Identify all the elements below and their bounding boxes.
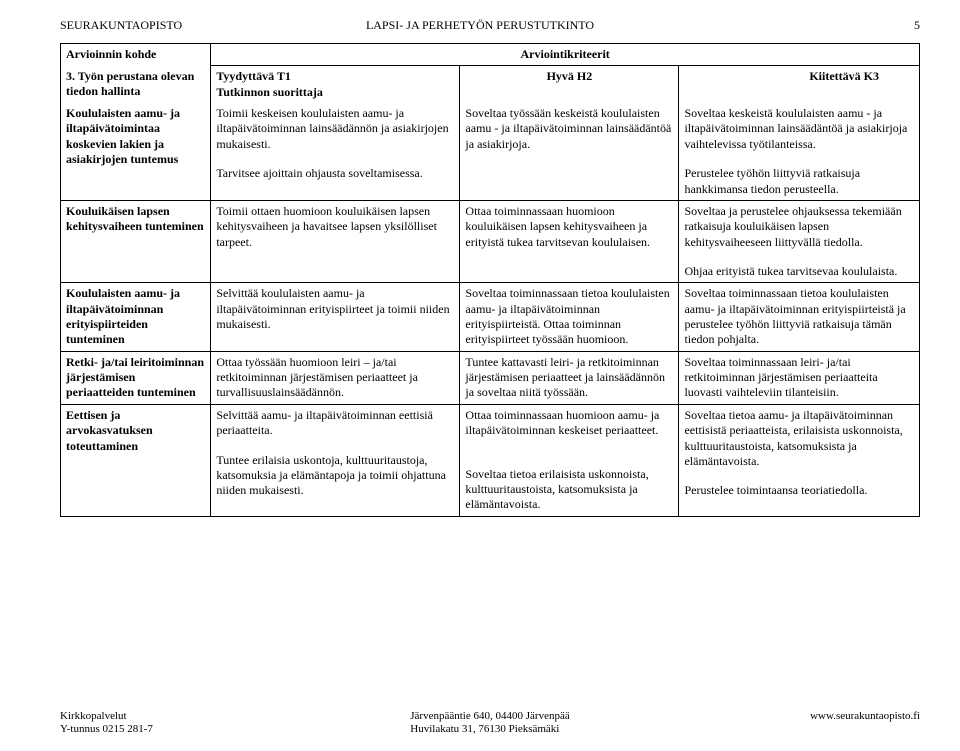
cell-text: Toimii keskeisen koululaisten aamu- ja i… xyxy=(216,106,448,151)
cell-text: Ohjaa erityistä tukea tarvitsevaa koulul… xyxy=(684,264,897,278)
cell-k3: Soveltaa keskeistä koululaisten aamu - j… xyxy=(679,103,920,200)
row-label: Koululaisten aamu- ja iltapäivätoimintaa… xyxy=(61,103,211,200)
cell-h2: Ottaa toiminnassaan huomioon aamu- ja il… xyxy=(460,404,679,516)
level-t1: Tyydyttävä T1 Tutkinnon suorittaja xyxy=(211,66,460,103)
cell-text: Soveltaa tietoa aamu- ja iltapäivätoimin… xyxy=(684,408,902,468)
header-center: LAPSI- JA PERHETYÖN PERUSTUTKINTO xyxy=(366,18,594,33)
footer-line: Huvilakatu 31, 76130 Pieksämäki xyxy=(410,723,559,735)
row-label: Kouluikäisen lapsen kehitysvaiheen tunte… xyxy=(61,200,211,282)
cell-h2: Soveltaa työssään keskeistä koululaisten… xyxy=(460,103,679,200)
header-left: SEURAKUNTAOPISTO xyxy=(60,18,182,33)
footer-left: Kirkkopalvelut Y-tunnus 0215 281-7 xyxy=(60,710,153,738)
footer-line: Järvenpääntie 640, 04400 Järvenpää xyxy=(410,710,569,722)
section-title: 3. Työn perustana olevan tiedon hallinta xyxy=(61,66,211,103)
cell-t1: Toimii keskeisen koululaisten aamu- ja i… xyxy=(211,103,460,200)
table-row: Kouluikäisen lapsen kehitysvaiheen tunte… xyxy=(61,200,920,282)
table-head-row: Arvioinnin kohde Arviointikriteerit xyxy=(61,44,920,66)
cell-k3: Soveltaa toiminnassaan tietoa koululaist… xyxy=(679,283,920,351)
cell-text: Selvittää aamu- ja iltapäivätoiminnan ee… xyxy=(216,408,433,437)
row-label: Koululaisten aamu- ja iltapäivätoiminnan… xyxy=(61,283,211,351)
level-h2: Hyvä H2 xyxy=(460,66,679,103)
row-label: Retki- ja/tai leiritoiminnan järjestämis… xyxy=(61,351,211,404)
level-t1-sub: Tutkinnon suorittaja xyxy=(216,85,323,99)
criteria-table: Arvioinnin kohde Arviointikriteerit 3. T… xyxy=(60,43,920,517)
table-row: Koululaisten aamu- ja iltapäivätoimintaa… xyxy=(61,103,920,200)
table-row: Eettisen ja arvokasvatuksen toteuttamine… xyxy=(61,404,920,516)
footer-right: www.seurakuntaopisto.fi xyxy=(810,710,920,738)
cell-t1: Selvittää koululaisten aamu- ja iltapäiv… xyxy=(211,283,460,351)
cell-text: Tarvitsee ajoittain ohjausta soveltamise… xyxy=(216,166,422,180)
table-levels-row: 3. Työn perustana olevan tiedon hallinta… xyxy=(61,66,920,103)
cell-text: Tuntee erilaisia uskontoja, kulttuuritau… xyxy=(216,453,446,498)
col-header-kriteerit: Arviointikriteerit xyxy=(211,44,920,66)
page-footer: Kirkkopalvelut Y-tunnus 0215 281-7 Järve… xyxy=(60,710,920,738)
cell-k3: Soveltaa toiminnassaan leiri- ja/tai ret… xyxy=(679,351,920,404)
footer-center: Järvenpääntie 640, 04400 Järvenpää Huvil… xyxy=(410,710,569,738)
page: SEURAKUNTAOPISTO LAPSI- JA PERHETYÖN PER… xyxy=(0,0,960,751)
level-k3: Kiitettävä K3 xyxy=(679,66,920,103)
table-row: Koululaisten aamu- ja iltapäivätoiminnan… xyxy=(61,283,920,351)
cell-text: Perustelee toimintaansa teoriatiedolla. xyxy=(684,483,867,497)
cell-t1: Selvittää aamu- ja iltapäivätoiminnan ee… xyxy=(211,404,460,516)
row-label: Eettisen ja arvokasvatuksen toteuttamine… xyxy=(61,404,211,516)
footer-line: Y-tunnus 0215 281-7 xyxy=(60,723,153,735)
cell-text: Soveltaa tietoa erilaisista uskonnoista,… xyxy=(465,467,648,512)
page-header: SEURAKUNTAOPISTO LAPSI- JA PERHETYÖN PER… xyxy=(60,18,920,33)
cell-text: Soveltaa ja perustelee ohjauksessa tekem… xyxy=(684,204,901,249)
page-number: 5 xyxy=(914,18,920,33)
cell-k3: Soveltaa ja perustelee ohjauksessa tekem… xyxy=(679,200,920,282)
cell-h2: Tuntee kattavasti leiri- ja retkitoiminn… xyxy=(460,351,679,404)
footer-link[interactable]: www.seurakuntaopisto.fi xyxy=(810,710,920,722)
cell-h2: Soveltaa toiminnassaan tietoa koululaist… xyxy=(460,283,679,351)
cell-text: Soveltaa keskeistä koululaisten aamu - j… xyxy=(684,106,907,151)
footer-line: Kirkkopalvelut xyxy=(60,710,127,722)
cell-text: Ottaa toiminnassaan huomioon aamu- ja il… xyxy=(465,408,659,437)
cell-t1: Toimii ottaen huomioon kouluikäisen laps… xyxy=(211,200,460,282)
cell-k3: Soveltaa tietoa aamu- ja iltapäivätoimin… xyxy=(679,404,920,516)
table-row: Retki- ja/tai leiritoiminnan järjestämis… xyxy=(61,351,920,404)
cell-h2: Ottaa toiminnassaan huomioon kouluikäise… xyxy=(460,200,679,282)
cell-text: Perustelee työhön liittyviä ratkaisuja h… xyxy=(684,166,860,195)
level-t1-label: Tyydyttävä T1 xyxy=(216,69,291,83)
cell-t1: Ottaa työssään huomioon leiri – ja/tai r… xyxy=(211,351,460,404)
col-header-kohde: Arvioinnin kohde xyxy=(61,44,211,66)
